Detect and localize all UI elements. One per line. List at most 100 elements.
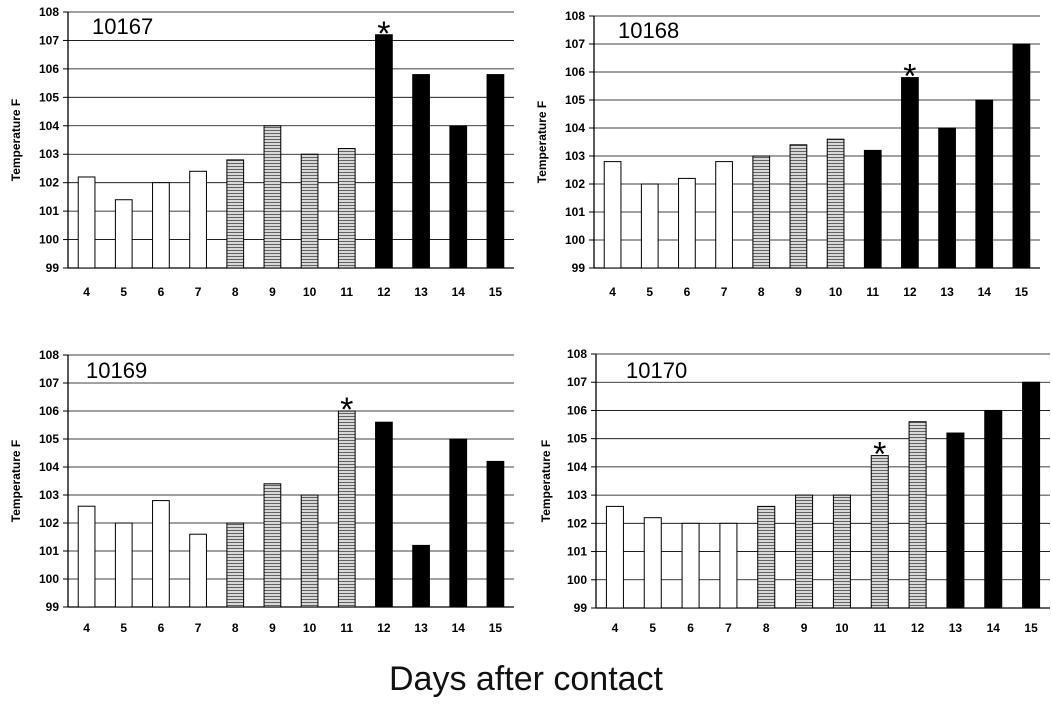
chart-panel-10170: 99100101102103104105106107108Temperature… <box>539 347 1050 635</box>
y-tick-label: 106 <box>39 62 59 76</box>
y-tick-label: 102 <box>39 516 59 530</box>
x-tick-label: 7 <box>721 285 728 299</box>
x-tick-label: 13 <box>414 285 428 299</box>
bar-day-7 <box>189 533 207 608</box>
asterisk-annotation: * <box>340 391 353 429</box>
y-tick-label: 105 <box>565 93 585 107</box>
y-tick-label: 107 <box>565 37 585 51</box>
x-tick-label: 4 <box>83 621 90 635</box>
y-tick-label: 107 <box>567 375 587 389</box>
bar-day-15 <box>1012 43 1031 269</box>
bar-day-5 <box>114 199 133 269</box>
panel-title: 10169 <box>86 358 147 383</box>
x-tick-label: 7 <box>725 621 732 635</box>
x-tick-label: 8 <box>763 621 770 635</box>
y-tick-label: 102 <box>567 516 587 530</box>
y-tick-label: 101 <box>565 205 585 219</box>
bar-day-6 <box>678 177 696 269</box>
y-tick-label: 102 <box>565 177 585 191</box>
y-axis-label: Temperature F <box>535 101 549 183</box>
y-tick-label: 103 <box>39 488 59 502</box>
bar-day-13 <box>412 74 430 269</box>
x-tick-label: 9 <box>801 621 808 635</box>
bar-day-6 <box>681 522 700 609</box>
y-tick-label: 107 <box>39 376 59 390</box>
x-tick-label: 5 <box>649 621 656 635</box>
x-tick-label: 10 <box>303 621 317 635</box>
bar-day-14 <box>449 125 468 269</box>
y-tick-label: 103 <box>39 147 59 161</box>
x-tick-label: 14 <box>987 621 1001 635</box>
y-tick-label: 105 <box>39 432 59 446</box>
x-tick-label: 10 <box>829 285 843 299</box>
bar-day-10 <box>300 494 319 608</box>
y-tick-label: 104 <box>565 121 585 135</box>
bar-day-9 <box>263 483 282 608</box>
x-tick-label: 6 <box>158 621 165 635</box>
bar-day-10 <box>300 153 319 269</box>
y-tick-label: 105 <box>567 432 587 446</box>
y-tick-label: 108 <box>39 5 59 19</box>
bar-day-14 <box>975 99 994 269</box>
y-tick-label: 99 <box>46 600 60 614</box>
x-tick-label: 15 <box>489 285 503 299</box>
bar-day-6 <box>152 500 170 608</box>
panel-title: 10168 <box>618 18 679 43</box>
y-tick-label: 99 <box>572 261 586 275</box>
x-tick-label: 13 <box>940 285 954 299</box>
bar-day-8 <box>752 155 771 269</box>
y-tick-label: 101 <box>39 204 59 218</box>
bar-day-7 <box>719 522 738 609</box>
y-tick-label: 104 <box>567 460 587 474</box>
bar-day-4 <box>603 161 622 269</box>
bar-day-5 <box>114 522 133 608</box>
x-tick-label: 10 <box>835 621 849 635</box>
bar-day-12 <box>375 421 393 608</box>
chart-panel-10169: 99100101102103104105106107108Temperature… <box>9 348 514 635</box>
x-tick-label: 13 <box>414 621 428 635</box>
chart-panel-10167: 99100101102103104105106107108Temperature… <box>9 5 514 299</box>
x-tick-label: 11 <box>866 285 879 299</box>
bar-day-9 <box>263 125 282 269</box>
bar-day-12 <box>908 421 927 609</box>
y-tick-label: 108 <box>567 347 587 361</box>
bar-day-15 <box>1022 381 1041 609</box>
x-tick-label: 7 <box>195 285 202 299</box>
x-tick-label: 5 <box>120 285 127 299</box>
y-tick-label: 102 <box>39 176 59 190</box>
bar-day-12 <box>375 34 393 269</box>
x-tick-label: 9 <box>795 285 802 299</box>
y-tick-label: 106 <box>39 404 59 418</box>
bar-day-6 <box>152 182 170 269</box>
x-tick-label: 8 <box>232 285 239 299</box>
y-tick-label: 105 <box>39 90 59 104</box>
x-tick-label: 14 <box>978 285 992 299</box>
y-tick-label: 99 <box>46 261 60 275</box>
x-tick-label: 9 <box>269 621 276 635</box>
bar-day-11 <box>337 148 356 269</box>
bar-day-7 <box>189 170 207 269</box>
y-tick-label: 101 <box>567 545 587 559</box>
bar-day-8 <box>757 505 776 609</box>
x-tick-label: 8 <box>758 285 765 299</box>
bar-day-4 <box>605 505 624 609</box>
x-tick-label: 10 <box>303 285 317 299</box>
x-tick-label: 12 <box>911 621 925 635</box>
bar-day-8 <box>226 522 245 608</box>
bar-day-14 <box>984 409 1003 609</box>
x-tick-label: 4 <box>612 621 619 635</box>
y-axis-label: Temperature F <box>9 440 23 522</box>
bar-day-14 <box>449 438 468 608</box>
panel-title: 10167 <box>92 14 153 39</box>
chart-panel-10168: 99100101102103104105106107108Temperature… <box>535 9 1040 299</box>
x-tick-label: 14 <box>452 285 466 299</box>
x-tick-label: 12 <box>377 285 391 299</box>
bar-day-5 <box>640 183 659 269</box>
x-tick-label: 11 <box>873 621 886 635</box>
y-tick-label: 107 <box>39 33 59 47</box>
bar-day-9 <box>789 144 808 269</box>
bar-day-4 <box>77 505 96 608</box>
y-tick-label: 100 <box>39 233 59 247</box>
x-tick-label: 7 <box>195 621 202 635</box>
